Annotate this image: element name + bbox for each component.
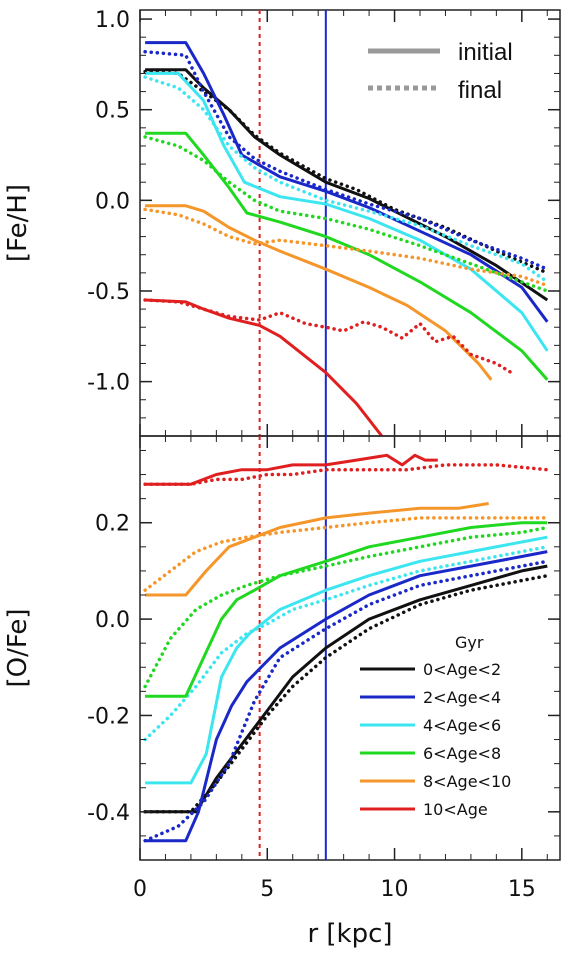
top-series-0-final-line [143, 69, 550, 275]
top-y-tick-label-4: -1.0 [87, 371, 130, 396]
bot-series-3-final-line [143, 525, 550, 689]
top-y-tick-label-3: -0.5 [87, 280, 130, 305]
legend-label-4: 8<Age<10 [423, 772, 511, 791]
top-series-2-final-line [143, 75, 550, 284]
top-series-4-final-line [143, 207, 550, 288]
bot-series-5-initial-line [145, 453, 438, 486]
legend-label-0: 0<Age<2 [423, 660, 501, 679]
legend-label-5: 10<Age [423, 800, 488, 819]
bot-series-2-final-line [143, 545, 550, 742]
bot-series-4-initial-line [145, 502, 489, 597]
bot-series-1-initial-line [145, 550, 548, 843]
bot-series-0-initial-line [145, 564, 548, 814]
top-reference-lines [258, 10, 327, 436]
legend-title: Gyr [455, 633, 484, 652]
top-series-1-final-line [143, 49, 550, 271]
legend-label-3: 6<Age<8 [423, 744, 501, 763]
x-tick-label-3: 15 [508, 877, 536, 902]
style-legend-final-label: final [458, 77, 502, 104]
style-legend: initial final [368, 39, 513, 104]
bottom-panel: 0.2 0.0 -0.2 -0.4 0 5 10 15 [O/Fe] r [kpc] Gyr… [3, 435, 561, 949]
x-tick-label-2: 10 [381, 877, 409, 902]
x-ticks: 0 5 10 15 [133, 436, 548, 902]
bot-y-tick-label-2: -0.2 [87, 704, 130, 729]
bot-series-1-final-line [143, 559, 550, 843]
top-series-1-initial-line [145, 41, 549, 323]
bot-series-5-final-line [143, 463, 550, 486]
bottom-panel-frame [139, 435, 561, 861]
top-y-axis-title: [Fe/H] [3, 184, 33, 262]
top-y-ticks: 1.0 0.5 0.0 -0.5 -1.0 [87, 8, 560, 437]
x-tick-label-0: 0 [133, 877, 147, 902]
bot-y-tick-label-0: 0.2 [95, 512, 130, 537]
top-series-4-initial-line [145, 204, 493, 381]
bottom-series-group [143, 453, 550, 843]
top-series-3-initial-line [145, 131, 549, 381]
age-legend: Gyr 0<Age<2 2<Age<4 4<Age<6 6<Age<8 8<Age<10… [360, 633, 511, 819]
bot-series-2-initial-line [145, 535, 548, 785]
legend-label-1: 2<Age<4 [423, 688, 501, 707]
bot-series-3-initial-line [145, 521, 548, 698]
top-y-tick-label-0: 1.0 [95, 8, 130, 33]
bottom-y-ticks: 0.2 0.0 -0.2 -0.4 [87, 449, 560, 861]
style-legend-initial-label: initial [458, 39, 513, 66]
top-y-tick-label-1: 0.5 [95, 99, 130, 124]
top-panel: 1.0 0.5 0.0 -0.5 -1.0 [Fe/H] initial final [3, 8, 561, 437]
bot-y-tick-label-3: -0.4 [87, 801, 130, 826]
top-series-5-final-line [143, 298, 516, 377]
x-tick-label-1: 5 [260, 877, 274, 902]
top-series-2-initial-line [145, 71, 549, 352]
x-axis-title: r [kpc] [307, 919, 392, 949]
legend-label-2: 4<Age<6 [423, 716, 501, 735]
bottom-y-axis-title: [O/Fe] [3, 608, 33, 687]
bot-y-tick-label-1: 0.0 [95, 608, 130, 633]
top-series-5-initial-line [145, 298, 383, 436]
top-series-group [143, 41, 550, 436]
top-y-tick-label-2: 0.0 [95, 189, 130, 214]
